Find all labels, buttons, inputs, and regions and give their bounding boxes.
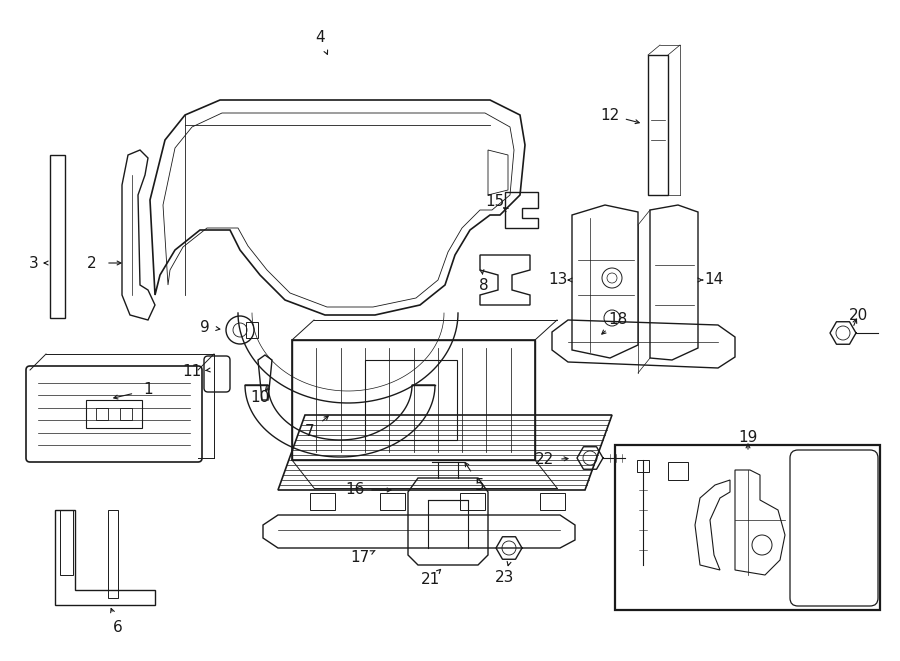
Text: 4: 4 [315, 30, 325, 46]
Text: 10: 10 [250, 389, 270, 405]
Text: 1: 1 [143, 383, 153, 397]
Text: 8: 8 [479, 278, 489, 293]
Text: 7: 7 [305, 424, 315, 440]
Text: 5: 5 [475, 477, 485, 492]
Text: 23: 23 [495, 570, 515, 586]
Text: 18: 18 [608, 313, 627, 327]
Text: 2: 2 [87, 256, 97, 270]
Text: 11: 11 [183, 364, 202, 379]
Text: 21: 21 [420, 572, 439, 588]
Text: 6: 6 [113, 619, 123, 635]
Text: 9: 9 [200, 319, 210, 334]
Text: 3: 3 [29, 256, 39, 270]
Text: 17: 17 [350, 551, 370, 566]
Text: 20: 20 [849, 307, 868, 323]
Text: 14: 14 [705, 272, 724, 288]
Text: 19: 19 [738, 430, 758, 446]
Text: 12: 12 [600, 108, 619, 122]
Text: 13: 13 [548, 272, 568, 288]
Text: 16: 16 [346, 483, 365, 498]
Text: 15: 15 [485, 194, 505, 210]
Text: 22: 22 [536, 453, 554, 467]
